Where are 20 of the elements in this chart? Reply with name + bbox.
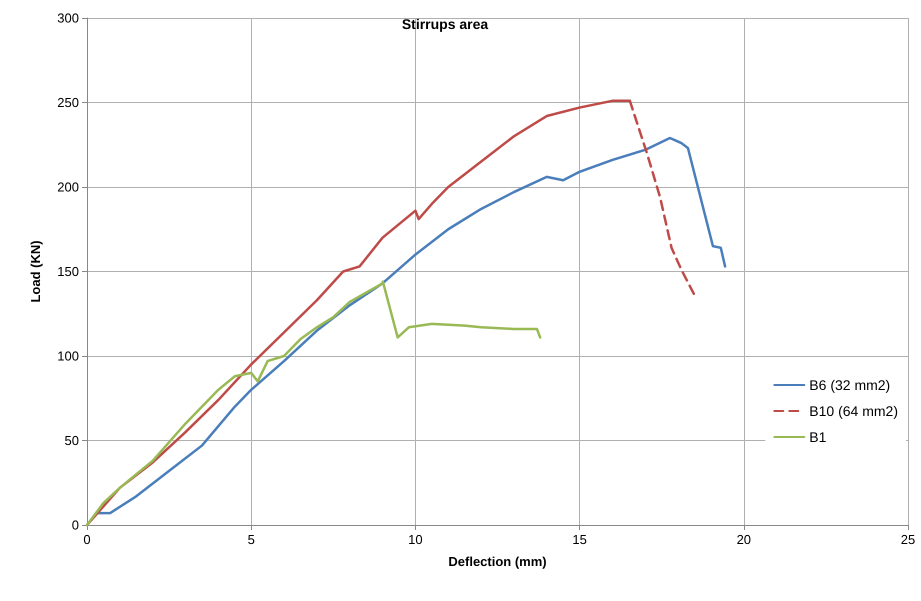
line-series	[86, 280, 542, 526]
x-axis-title: Deflection (mm)	[448, 554, 547, 569]
y-tick-label: 0	[72, 518, 79, 532]
y-tick-label: 250	[57, 95, 79, 110]
x-tick-label: 5	[248, 532, 255, 547]
y-tick-label: 150	[57, 264, 79, 279]
x-tick-label: 15	[572, 532, 587, 547]
y-tick-label: 200	[57, 180, 79, 194]
x-tick-label: 0	[83, 532, 91, 547]
legend-label: B1	[809, 429, 827, 445]
y-tick-label: 50	[64, 433, 79, 448]
x-tick-label: 20	[736, 532, 752, 547]
y-tick-label: 100	[57, 348, 79, 364]
x-tick-label: 25	[900, 532, 916, 547]
legend-label: B10 (64 mm2)	[809, 403, 898, 419]
y-axis-title: Load (KN)	[28, 240, 43, 303]
x-tick-label: 10	[408, 532, 423, 547]
y-tick-label: 300	[57, 10, 79, 26]
chart-title: Stirrups area	[402, 16, 488, 32]
legend-label: B6 (32 mm2)	[809, 377, 890, 393]
